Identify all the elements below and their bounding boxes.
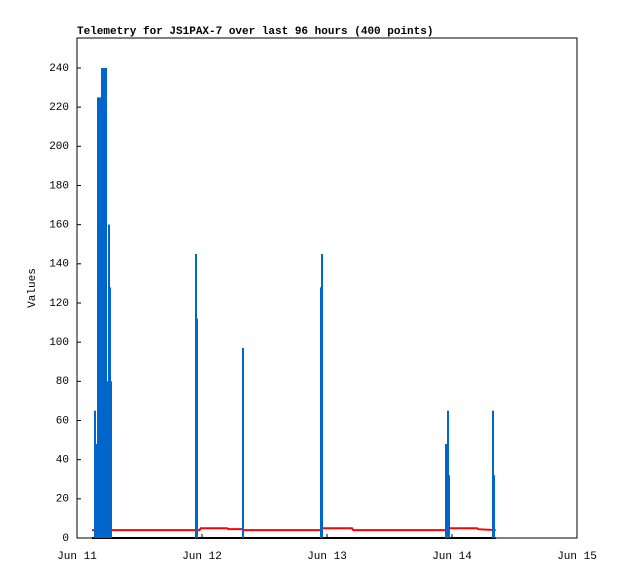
series-line: [92, 527, 496, 532]
x-tick-label: Jun 13: [307, 551, 347, 563]
y-tick-label: 140: [49, 259, 69, 271]
plot-frame: [76, 37, 578, 539]
y-tick-label: 40: [56, 455, 69, 467]
x-tick-label: Jun 14: [432, 551, 472, 563]
y-tick-label: 0: [62, 533, 69, 545]
x-tick-label: Jun 15: [557, 551, 597, 563]
y-tick-label: 100: [49, 337, 69, 349]
y-tick-label: 180: [49, 180, 69, 192]
chart-title: Telemetry for JS1PAX-7 over last 96 hour…: [77, 26, 433, 38]
y-tick-label: 160: [49, 220, 69, 232]
x-tick-label: Jun 12: [182, 551, 222, 563]
y-tick-label: 20: [56, 494, 69, 506]
y-axis-label: Values: [27, 268, 39, 308]
y-tick-label: 240: [49, 63, 69, 75]
y-tick-label: 200: [49, 141, 69, 153]
y-tick-label: 80: [56, 376, 69, 388]
y-tick-label: 120: [49, 298, 69, 310]
y-tick-label: 220: [49, 102, 69, 114]
x-tick-label: Jun 11: [57, 551, 97, 563]
y-tick-label: 60: [56, 415, 69, 427]
